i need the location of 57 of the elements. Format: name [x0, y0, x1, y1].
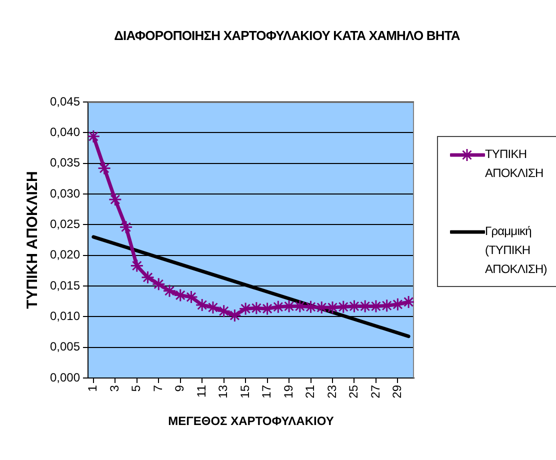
x-tick-label: 17 — [260, 384, 274, 398]
point — [402, 295, 414, 309]
point — [184, 290, 198, 304]
legend-label: ΤΥΠΙΚΗ ΑΠΟΚΛΙΣΗ — [485, 146, 544, 182]
x-tick-label: 25 — [346, 384, 361, 398]
x-axis-title: ΜΕΓΕΘΟΣ ΧΑΡΤΟΦΥΛΑΚΙΟΥ — [168, 414, 334, 428]
x-tick-label: 19 — [281, 384, 296, 398]
legend-label: Γραμμική (ΤΥΠΙΚΗ ΑΠΟΚΛΙΣΗ) — [485, 223, 548, 278]
y-tick-label: 0,030 — [50, 186, 80, 200]
point — [314, 300, 328, 314]
point — [336, 300, 350, 314]
y-tick-label: 0,015 — [50, 278, 80, 292]
point — [162, 284, 176, 298]
x-tick-label: 15 — [238, 384, 252, 398]
y-tick-label: 0,040 — [50, 124, 80, 139]
x-tick-label: 3 — [107, 384, 122, 392]
x-tick-label: 9 — [172, 384, 187, 392]
x-tick-label: 23 — [324, 384, 339, 398]
x-tick-label: 11 — [194, 384, 208, 398]
point — [271, 300, 285, 314]
point — [108, 192, 122, 206]
point — [195, 298, 209, 312]
y-tick-label: 0,005 — [50, 340, 80, 354]
point — [293, 299, 307, 313]
point — [217, 304, 231, 318]
point — [206, 300, 220, 314]
chart-title: ΔΙΑΦΟΡΟΠΟΙΗΣΗ ΧΑΡΤΟΦΥΛΑΚΙΟΥ ΚΑΤΑ ΧΑΜΗΛΟ ΒΗΤΑ — [113, 28, 461, 44]
y-tick-label: 0,020 — [50, 248, 80, 262]
x-tick-label: 21 — [303, 384, 318, 398]
x-tick-label: 27 — [368, 384, 382, 398]
point — [238, 302, 252, 316]
point — [358, 299, 372, 313]
point — [130, 259, 144, 273]
point — [380, 298, 394, 312]
x-tick-label: 29 — [390, 384, 404, 398]
point — [250, 301, 264, 315]
point — [260, 302, 274, 316]
point — [228, 308, 242, 322]
x-tick-label: 7 — [150, 384, 165, 392]
point — [119, 220, 133, 234]
point — [326, 300, 340, 314]
point — [88, 130, 100, 144]
point — [98, 161, 112, 175]
y-tick-label: 0,025 — [50, 216, 80, 231]
point — [282, 299, 296, 313]
y-tick-label: 0,010 — [50, 308, 80, 323]
y-tick-label: 0,000 — [50, 370, 80, 384]
x-tick-label: 1 — [86, 384, 100, 392]
x-tick-label: 5 — [129, 384, 144, 392]
point — [369, 299, 383, 313]
point — [141, 270, 155, 284]
y-tick-label: 0,045 — [50, 94, 80, 108]
x-tick-label: 13 — [216, 384, 230, 398]
y-tick-label: 0,035 — [50, 156, 80, 170]
y-axis-title: ΤΥΠΙΚΗ ΑΠΟΚΛΙΣΗ — [24, 171, 42, 309]
point — [174, 288, 188, 302]
point — [152, 277, 166, 291]
